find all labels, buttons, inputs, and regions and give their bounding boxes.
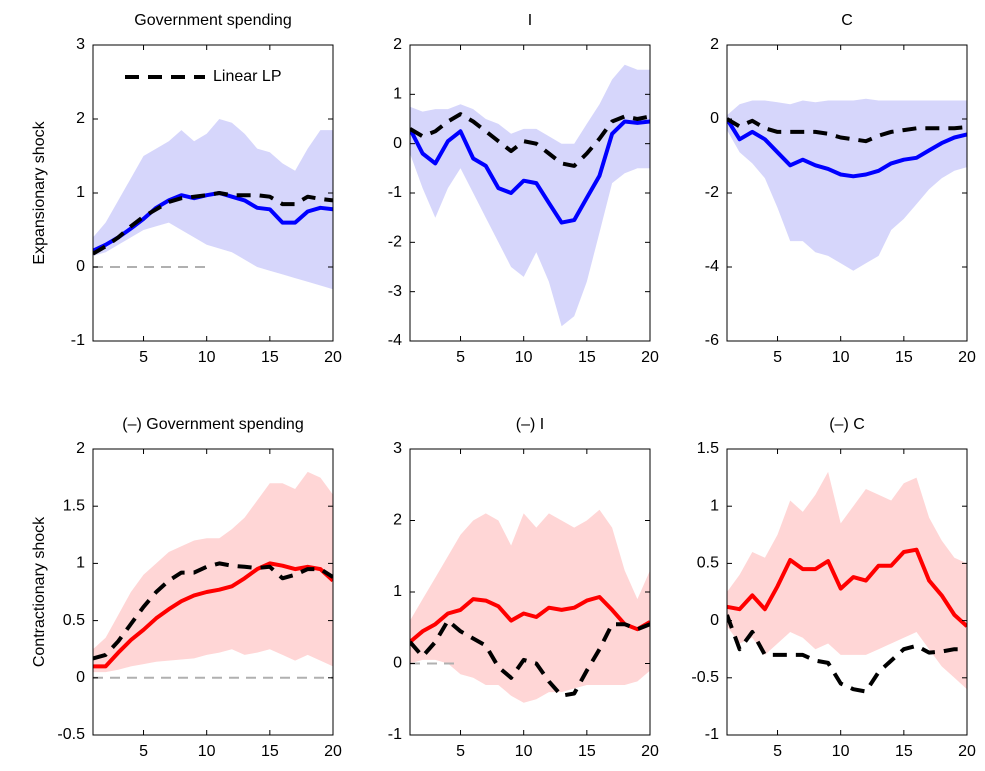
x-tick-label: 10	[515, 349, 533, 366]
x-tick-label: 15	[578, 349, 596, 366]
y-tick-label: 0	[76, 258, 85, 275]
dashed-line	[727, 117, 967, 144]
confidence-band	[727, 98, 967, 271]
x-tick-label: 20	[958, 349, 976, 366]
x-tick-label: 5	[139, 349, 148, 366]
dashed-line	[93, 191, 333, 256]
plot-area	[410, 64, 650, 327]
x-tick-label: 10	[198, 743, 216, 760]
x-tick-label: 20	[958, 743, 976, 760]
x-tick-label: 10	[832, 743, 850, 760]
y-tick-label: -1	[705, 726, 719, 743]
panel: -1 -0.5 0 0.5 1 1.5 5 10 15 20 (–) C	[691, 416, 976, 760]
y-tick-label: 1	[76, 555, 85, 572]
panel: -6 -4 -2 0 2 5 10 15 20 C	[705, 12, 976, 366]
y-tick-label: 0	[393, 135, 402, 152]
x-tick-label: 5	[773, 743, 782, 760]
y-tick-label: 2	[710, 36, 719, 53]
y-tick-label: 1	[393, 86, 402, 103]
y-tick-label: 2	[393, 512, 402, 529]
plot-area	[727, 98, 967, 271]
y-tick-label: 3	[393, 440, 402, 457]
x-tick-label: 5	[139, 743, 148, 760]
x-tick-label: 20	[324, 743, 342, 760]
x-tick-label: 15	[578, 743, 596, 760]
row-label: Contractionary shock	[31, 516, 48, 667]
panel-title: I	[528, 12, 532, 29]
solid-line	[93, 561, 333, 669]
confidence-band	[410, 64, 650, 327]
plot-area	[93, 119, 333, 290]
y-tick-label: 2	[76, 440, 85, 457]
y-tick-label: -2	[705, 184, 719, 201]
y-tick-label: -6	[705, 332, 719, 349]
x-tick-label: 15	[261, 349, 279, 366]
x-tick-label: 10	[515, 743, 533, 760]
x-tick-label: 10	[832, 349, 850, 366]
dashed-line	[727, 614, 967, 694]
solid-line	[410, 595, 650, 644]
y-tick-label: 2	[76, 110, 85, 127]
confidence-band	[410, 509, 650, 703]
y-tick-label: -1	[388, 726, 402, 743]
panel-title: (–) Government spending	[122, 416, 303, 433]
y-tick-label: 1	[76, 184, 85, 201]
panel: -0.5 0 0.5 1 1.5 2 5 10 15 20 (–) Government spend…	[31, 416, 342, 760]
x-tick-label: 5	[456, 743, 465, 760]
y-tick-label: 0	[76, 669, 85, 686]
axes-frame	[726, 448, 968, 736]
x-tick-label: 20	[641, 743, 659, 760]
row-label: Expansionary shock	[31, 120, 48, 264]
y-tick-label: 0	[710, 110, 719, 127]
y-tick-label: 3	[76, 36, 85, 53]
x-tick-label: 20	[324, 349, 342, 366]
y-tick-label: 1	[393, 583, 402, 600]
dashed-line	[93, 561, 333, 661]
x-tick-label: 20	[641, 349, 659, 366]
panel: -1 0 1 2 3 5 10 15 20 (–) I	[388, 416, 659, 760]
panel-title: (–) I	[516, 416, 544, 433]
x-tick-label: 15	[261, 743, 279, 760]
solid-line	[727, 547, 967, 628]
solid-line	[727, 117, 967, 179]
y-tick-label: 0.5	[697, 555, 719, 572]
plot-area	[93, 471, 333, 679]
y-tick-label: 1.5	[697, 440, 719, 457]
x-tick-label: 5	[456, 349, 465, 366]
panel: -1 0 1 2 3 5 10 15 20 Government spending Expansio…	[31, 12, 342, 366]
axes-frame	[92, 448, 334, 736]
confidence-band	[93, 119, 333, 290]
plot-area	[727, 471, 967, 694]
y-tick-label: -4	[388, 332, 402, 349]
y-tick-label: -0.5	[57, 726, 85, 743]
x-tick-label: 15	[895, 743, 913, 760]
y-tick-label: -2	[388, 234, 402, 251]
x-tick-label: 15	[895, 349, 913, 366]
y-tick-label: 2	[393, 36, 402, 53]
panel-title: C	[841, 12, 853, 29]
y-tick-label: -0.5	[691, 669, 719, 686]
y-tick-label: 0.5	[63, 612, 85, 629]
y-tick-label: -1	[388, 184, 402, 201]
plot-area	[410, 509, 650, 703]
dashed-line	[410, 112, 650, 168]
panel-title: (–) C	[829, 416, 865, 433]
y-tick-label: -4	[705, 258, 719, 275]
y-tick-label: -3	[388, 283, 402, 300]
x-tick-label: 10	[198, 349, 216, 366]
y-tick-label: 1	[710, 497, 719, 514]
solid-line	[410, 119, 650, 225]
panel-title: Government spending	[134, 12, 291, 29]
y-tick-label: 1.5	[63, 497, 85, 514]
legend-label: Linear LP	[213, 68, 282, 85]
y-tick-label: 0	[710, 612, 719, 629]
panel: -4 -3 -2 -1 0 1 2 5 10 15 20 I	[388, 12, 659, 366]
y-tick-label: -1	[71, 332, 85, 349]
x-tick-label: 5	[773, 349, 782, 366]
y-tick-label: 0	[393, 655, 402, 672]
